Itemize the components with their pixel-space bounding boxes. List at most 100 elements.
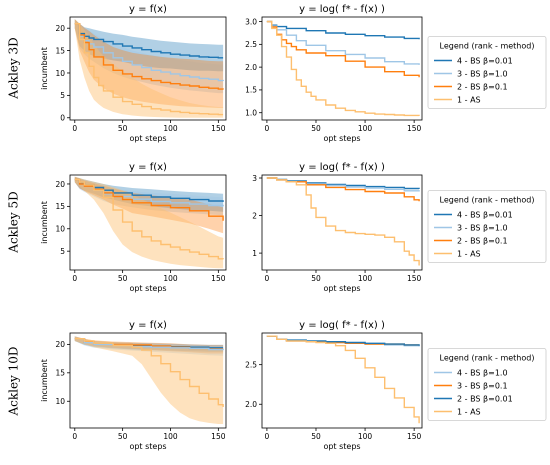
y-tick-label: 3.0 xyxy=(245,17,257,26)
panel-r0-c1: 0 50 100 150 1.0 1.5 2.0 2.5 3.0 y = log( f* - f(… xyxy=(245,4,547,143)
legend-entry: 1 - AS xyxy=(457,96,481,105)
x-tick-label: 100 xyxy=(358,274,373,283)
chart-title: y = log( f* - f(x) ) xyxy=(299,4,385,15)
series-line xyxy=(74,338,224,407)
x-tick-label: 150 xyxy=(211,432,226,441)
x-tick-label: 100 xyxy=(163,124,178,133)
series-band xyxy=(74,176,224,269)
x-tick-label: 0 xyxy=(265,432,270,441)
series-band xyxy=(74,176,224,234)
y-tick-label: 5 xyxy=(60,247,65,256)
y-tick-label: 1.5 xyxy=(245,86,257,95)
series-line xyxy=(266,20,420,78)
legend-entry: 1 - AS xyxy=(457,408,481,417)
x-axis-label: opt steps xyxy=(323,284,360,293)
x-tick-label: 50 xyxy=(311,274,321,283)
y-axis-label: incumbent xyxy=(40,201,49,244)
series-line xyxy=(74,178,224,260)
series-line xyxy=(74,23,224,59)
legend-entry: 4 - BS β=0.01 xyxy=(457,211,513,220)
y-tick-label: 20 xyxy=(55,24,65,33)
x-tick-label: 100 xyxy=(358,124,373,133)
x-tick-label: 50 xyxy=(311,124,321,133)
chart-title: y = f(x) xyxy=(129,4,167,15)
chart-title: y = log( f* - f(x) ) xyxy=(299,162,385,173)
x-tick-label: 0 xyxy=(265,274,270,283)
y-tick-label: 2.0 xyxy=(245,400,257,409)
series-line xyxy=(266,20,420,40)
y-axis-label: incumbent xyxy=(40,47,49,90)
legend-entry: 3 - BS β=0.1 xyxy=(457,382,508,391)
plot-area xyxy=(74,19,224,118)
chart-title: y = f(x) xyxy=(129,162,167,173)
legend-box xyxy=(427,36,547,109)
legend-title: Legend (rank - method) xyxy=(440,196,535,205)
legend-entry: 3 - BS β=1.0 xyxy=(457,70,508,79)
row-label: Ackley 5D xyxy=(7,191,21,253)
x-tick-label: 50 xyxy=(311,432,321,441)
x-axis-label: opt steps xyxy=(323,442,360,451)
y-tick-label: 20 xyxy=(55,180,65,189)
y-tick-label: 2.5 xyxy=(245,40,257,49)
plot-area xyxy=(266,335,420,424)
series-band xyxy=(74,19,224,94)
legend-entry: 4 - BS β=0.01 xyxy=(457,57,513,66)
panel-r0-c0: 0 50 100 150 0 5 10 15 20 y = f(x) opt steps incumb… xyxy=(40,4,227,143)
y-tick-label: 0 xyxy=(60,114,65,123)
x-tick-label: 50 xyxy=(118,124,128,133)
legend-box xyxy=(427,190,547,263)
y-tick-label: 15 xyxy=(55,46,65,55)
x-axis-label: opt steps xyxy=(129,284,166,293)
y-tick-label: 10 xyxy=(55,69,65,78)
panel-r1-c1: 0 50 100 150 1 2 3 y = log( f* - f(x) ) opt step… xyxy=(252,162,547,293)
series-band xyxy=(74,19,224,118)
x-tick-label: 0 xyxy=(72,124,77,133)
y-axis-label: incumbent xyxy=(40,359,49,402)
plot-area xyxy=(266,177,420,266)
chart-title: y = f(x) xyxy=(129,320,167,331)
y-tick-label: 15 xyxy=(55,202,65,211)
plot-area xyxy=(74,336,224,424)
row-label: Ackley 10D xyxy=(7,346,21,416)
y-tick-label: 5 xyxy=(60,91,65,100)
legend-entry: 2 - BS β=0.01 xyxy=(457,395,513,404)
series-band xyxy=(74,336,224,424)
panel-r2-c1: 0 50 100 150 2.0 2.5 y = log( f* - f(x) ) opt s… xyxy=(245,320,547,451)
x-tick-label: 150 xyxy=(407,432,422,441)
y-tick-label: 15 xyxy=(55,369,65,378)
plot-area xyxy=(266,20,420,117)
y-tick-label: 2.5 xyxy=(245,360,257,369)
y-tick-label: 20 xyxy=(55,340,65,349)
x-tick-label: 150 xyxy=(407,274,422,283)
x-tick-label: 150 xyxy=(211,124,226,133)
chart-title: y = log( f* - f(x) ) xyxy=(299,320,385,331)
panel-r1-c0: 0 50 100 150 5 10 15 20 y = f(x) opt steps incumbe… xyxy=(40,162,227,293)
x-tick-label: 50 xyxy=(118,274,128,283)
y-tick-label: 10 xyxy=(55,397,65,406)
legend-entry: 2 - BS β=0.1 xyxy=(457,237,508,246)
series-band xyxy=(74,176,224,216)
legend-title: Legend (rank - method) xyxy=(440,354,535,363)
legend: Legend (rank - method) 4 - BS β=0.01 3 - B… xyxy=(427,36,547,109)
legend: Legend (rank - method) 4 - BS β=1.0 3 - BS… xyxy=(427,348,547,421)
x-tick-label: 100 xyxy=(163,432,178,441)
axes-frame xyxy=(261,16,423,121)
series-line xyxy=(74,23,224,90)
legend-title: Legend (rank - method) xyxy=(440,42,535,51)
y-tick-label: 1 xyxy=(252,249,257,258)
x-tick-label: 0 xyxy=(72,274,77,283)
y-tick-label: 1.0 xyxy=(245,109,257,118)
x-tick-label: 150 xyxy=(407,124,422,133)
x-tick-label: 0 xyxy=(72,432,77,441)
axes-frame xyxy=(261,332,423,429)
x-tick-label: 0 xyxy=(265,124,270,133)
series-band xyxy=(74,19,224,72)
x-tick-label: 150 xyxy=(211,274,226,283)
y-tick-label: 2.0 xyxy=(245,63,257,72)
series-line xyxy=(74,178,224,221)
x-axis-label: opt steps xyxy=(323,134,360,143)
legend-entry: 3 - BS β=1.0 xyxy=(457,224,508,233)
axes-frame xyxy=(69,16,227,121)
x-axis-label: opt steps xyxy=(129,134,166,143)
